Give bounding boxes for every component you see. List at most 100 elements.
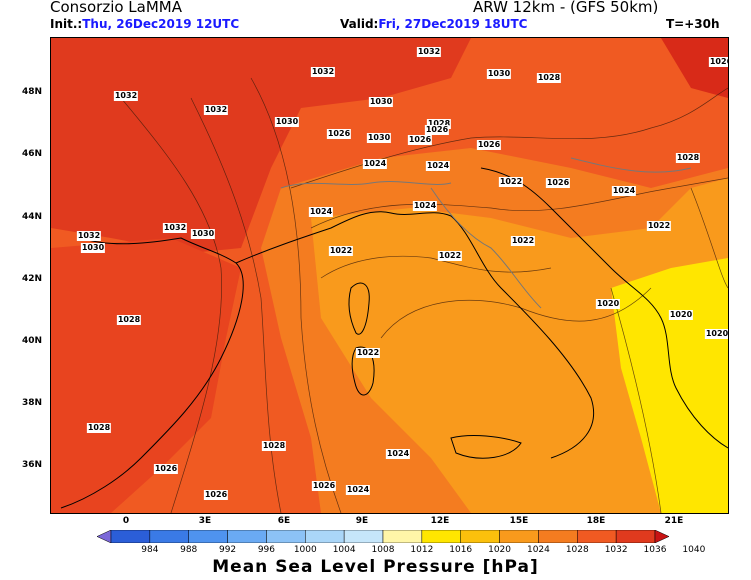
isobar-label: 1020 bbox=[704, 329, 729, 339]
colorbar-level-label: 1004 bbox=[332, 545, 356, 555]
isobar-label: 1026 bbox=[545, 178, 571, 188]
isobar-label: 1024 bbox=[412, 201, 438, 211]
isobar-label: 1026 bbox=[311, 481, 337, 491]
isobar-label: 1030 bbox=[190, 229, 216, 239]
init-time: Init.:Thu, 26Dec2019 12UTC bbox=[50, 17, 239, 31]
lat-tick-44: 44N bbox=[22, 212, 43, 222]
valid-value: Fri, 27Dec2019 18UTC bbox=[378, 17, 528, 31]
lat-tick-36: 36N bbox=[22, 460, 43, 470]
colorbar-segment bbox=[615, 530, 656, 543]
isobar-label: 1022 bbox=[328, 246, 354, 256]
colorbar-segment bbox=[188, 530, 228, 543]
isobar-label: 1030 bbox=[80, 243, 106, 253]
lon-tick-21: 21E bbox=[664, 516, 684, 526]
isobar-label: 1020 bbox=[668, 310, 694, 320]
pressure-map: 1032103210301028102610321032103010301028… bbox=[50, 37, 729, 514]
lon-tick-12: 12E bbox=[430, 516, 450, 526]
isobar-label: 1026 bbox=[326, 129, 352, 139]
colorbar-segment bbox=[460, 530, 500, 543]
colorbar-title: Mean Sea Level Pressure [hPa] bbox=[212, 557, 539, 577]
isobar-label: 1032 bbox=[203, 105, 229, 115]
isobar-label: 1024 bbox=[425, 161, 451, 171]
lon-tick-15: 15E bbox=[509, 516, 529, 526]
isobar-label: 1032 bbox=[113, 91, 139, 101]
isobar-label: 1032 bbox=[416, 47, 442, 57]
isobar-label: 1024 bbox=[345, 485, 371, 495]
isobar-label: 1022 bbox=[498, 177, 524, 187]
colorbar-segment bbox=[577, 530, 617, 543]
colorbar-level-label: 988 bbox=[180, 545, 198, 555]
isobar-label: 1032 bbox=[310, 67, 336, 77]
colorbar-level-label: 1036 bbox=[643, 545, 667, 555]
colorbar-segment bbox=[305, 530, 345, 543]
lat-tick-38: 38N bbox=[22, 398, 43, 408]
isobar-label: 1022 bbox=[646, 221, 672, 231]
colorbar-level-label: 1028 bbox=[565, 545, 589, 555]
isobar-label: 1026 bbox=[153, 464, 179, 474]
isobar-label: 1032 bbox=[76, 231, 102, 241]
field-iberia bbox=[51, 238, 241, 513]
lat-tick-40: 40N bbox=[22, 336, 43, 346]
colorbar-segment bbox=[110, 530, 151, 543]
map-canvas bbox=[51, 38, 728, 513]
colorbar-level-label: 1012 bbox=[410, 545, 434, 555]
init-label: Init.: bbox=[50, 17, 83, 31]
isobar-label: 1032 bbox=[162, 223, 188, 233]
field-1020-1024 bbox=[311, 178, 728, 513]
colorbar-segment bbox=[343, 530, 384, 543]
colorbar-max-arrow bbox=[654, 530, 669, 543]
isobar-label: 1022 bbox=[437, 251, 463, 261]
colorbar-segment bbox=[266, 530, 306, 543]
isobar-label: 1030 bbox=[366, 133, 392, 143]
country-borders bbox=[280, 157, 692, 309]
colorbar-level-label: 996 bbox=[257, 545, 276, 555]
isobar-label: 1028 bbox=[116, 315, 142, 325]
colorbar-segment bbox=[382, 530, 423, 543]
isobar-label: 1024 bbox=[385, 449, 411, 459]
colorbar-level-label: 1040 bbox=[682, 545, 706, 555]
lon-tick-18: 18E bbox=[586, 516, 606, 526]
colorbar-level-label: 1024 bbox=[526, 545, 550, 555]
colorbar-level-label: 1016 bbox=[449, 545, 473, 555]
isobar-label: 1026 bbox=[476, 140, 502, 150]
field-1032-high bbox=[51, 38, 471, 253]
lon-tick-3: 3E bbox=[198, 516, 212, 526]
colorbar-level-label: 992 bbox=[218, 545, 237, 555]
isobar-label: 1026 bbox=[708, 57, 728, 67]
isobar-label: 1028 bbox=[536, 73, 562, 83]
init-value: Thu, 26Dec2019 12UTC bbox=[82, 17, 240, 31]
lead-time: T=+30h bbox=[666, 17, 720, 31]
isobar-label: 1030 bbox=[368, 97, 394, 107]
colorbar bbox=[97, 530, 669, 543]
field-1016-1020 bbox=[611, 258, 728, 513]
colorbar-level-label: 984 bbox=[141, 545, 159, 555]
isobar-label: 1020 bbox=[595, 299, 621, 309]
isobar-label: 1022 bbox=[510, 236, 536, 246]
colorbar-segment bbox=[227, 530, 267, 543]
isobar-label: 1024 bbox=[611, 186, 637, 196]
field-ne-high bbox=[661, 38, 728, 98]
colorbar-segment bbox=[538, 530, 578, 543]
valid-label: Valid: bbox=[340, 17, 379, 31]
isobar-label: 1026 bbox=[203, 490, 229, 500]
lon-tick-9: 9E bbox=[355, 516, 369, 526]
colorbar-segment bbox=[421, 530, 461, 543]
isobar-label: 1028 bbox=[261, 441, 287, 451]
isobar-label: 1028 bbox=[426, 119, 452, 129]
colorbar-segment bbox=[499, 530, 539, 543]
coastlines bbox=[60, 167, 728, 509]
lat-tick-46: 46N bbox=[22, 149, 43, 159]
isobar-label: 1024 bbox=[362, 159, 388, 169]
isobar-label: 1030 bbox=[486, 69, 512, 79]
isobar-label: 1026 bbox=[424, 125, 450, 135]
isobar-label: 1022 bbox=[355, 348, 381, 358]
colorbar-level-label: 1032 bbox=[604, 545, 628, 555]
isobar-label: 1026 bbox=[407, 135, 433, 145]
lat-tick-42: 42N bbox=[22, 274, 43, 284]
model-title: ARW 12km - (GFS 50km) bbox=[473, 0, 659, 16]
lon-tick-6: 6E bbox=[277, 516, 291, 526]
colorbar-level-label: 1020 bbox=[488, 545, 512, 555]
lon-tick-0: 0 bbox=[122, 516, 130, 526]
isobar-label: 1030 bbox=[274, 117, 300, 127]
isobar-label: 1028 bbox=[86, 423, 112, 433]
